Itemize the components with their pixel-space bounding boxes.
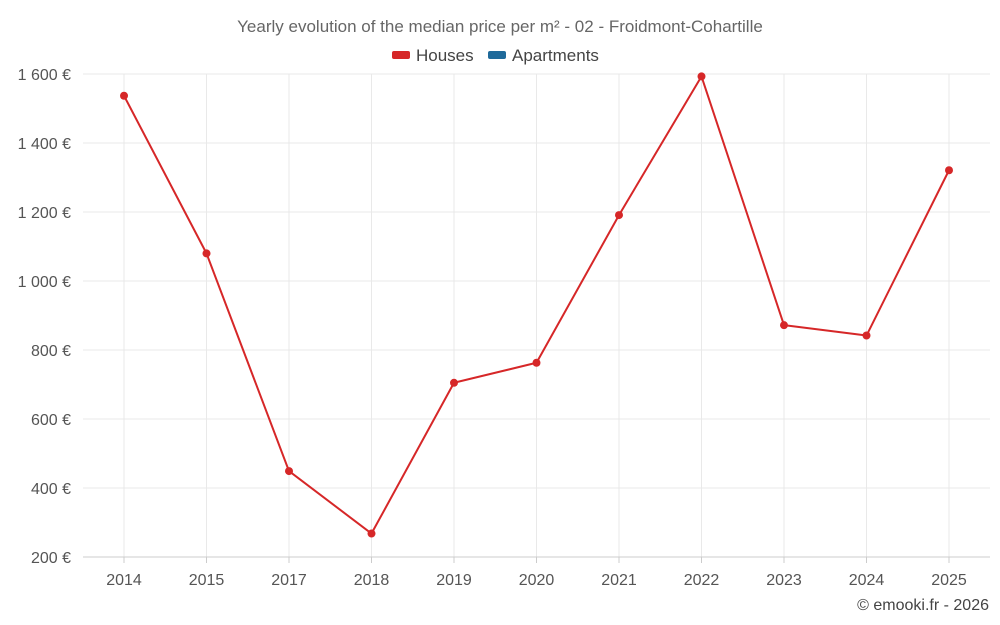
legend-label-houses: Houses <box>416 46 474 65</box>
legend-label-apartments: Apartments <box>512 46 599 65</box>
credit: © emooki.fr - 2026 <box>857 597 989 614</box>
data-point[interactable] <box>450 378 458 387</box>
data-point[interactable] <box>697 72 706 81</box>
y-axis-labels: 200 € 400 € 600 € 800 € 1 000 € 1 200 € 1 400 … <box>18 67 71 567</box>
data-point[interactable] <box>285 467 293 476</box>
x-tick-label: 2022 <box>684 572 720 589</box>
y-tick-label: 1 600 € <box>18 67 71 84</box>
data-point[interactable] <box>202 249 211 258</box>
data-point[interactable] <box>615 211 623 220</box>
data-point[interactable] <box>120 91 128 100</box>
x-gridlines <box>123 74 950 563</box>
data-point[interactable] <box>780 321 788 330</box>
data-point[interactable] <box>532 358 541 367</box>
data-point[interactable] <box>367 529 376 538</box>
legend-item-apartments[interactable]: Apartments <box>488 46 599 65</box>
x-tick-label: 2021 <box>601 572 637 589</box>
data-point[interactable] <box>945 166 953 175</box>
x-tick-label: 2015 <box>189 572 225 589</box>
legend-swatch-apartments <box>488 51 506 59</box>
y-tick-label: 600 € <box>31 412 71 429</box>
chart-title: Yearly evolution of the median price per… <box>237 17 763 36</box>
x-tick-label: 2017 <box>271 572 307 589</box>
x-tick-label: 2023 <box>766 572 802 589</box>
x-tick-label: 2018 <box>354 572 390 589</box>
x-tick-label: 2014 <box>106 572 142 589</box>
series-houses <box>120 72 953 538</box>
data-point[interactable] <box>862 331 871 340</box>
y-tick-label: 400 € <box>31 481 71 498</box>
y-tick-label: 1 200 € <box>18 205 71 222</box>
legend-swatch-houses <box>392 51 410 59</box>
y-tick-label: 800 € <box>31 343 71 360</box>
y-tick-label: 1 000 € <box>18 274 71 291</box>
x-axis-labels: 2014 2015 2017 2018 2019 2020 2021 2022 2023 2024… <box>106 572 967 589</box>
y-tick-label: 200 € <box>31 550 71 567</box>
x-tick-label: 2024 <box>849 572 885 589</box>
legend-item-houses[interactable]: Houses <box>392 46 474 65</box>
x-tick-label: 2025 <box>931 572 967 589</box>
x-tick-label: 2019 <box>436 572 472 589</box>
x-tick-label: 2020 <box>519 572 555 589</box>
y-tick-label: 1 400 € <box>18 136 71 153</box>
legend: Houses Apartments <box>392 46 599 65</box>
